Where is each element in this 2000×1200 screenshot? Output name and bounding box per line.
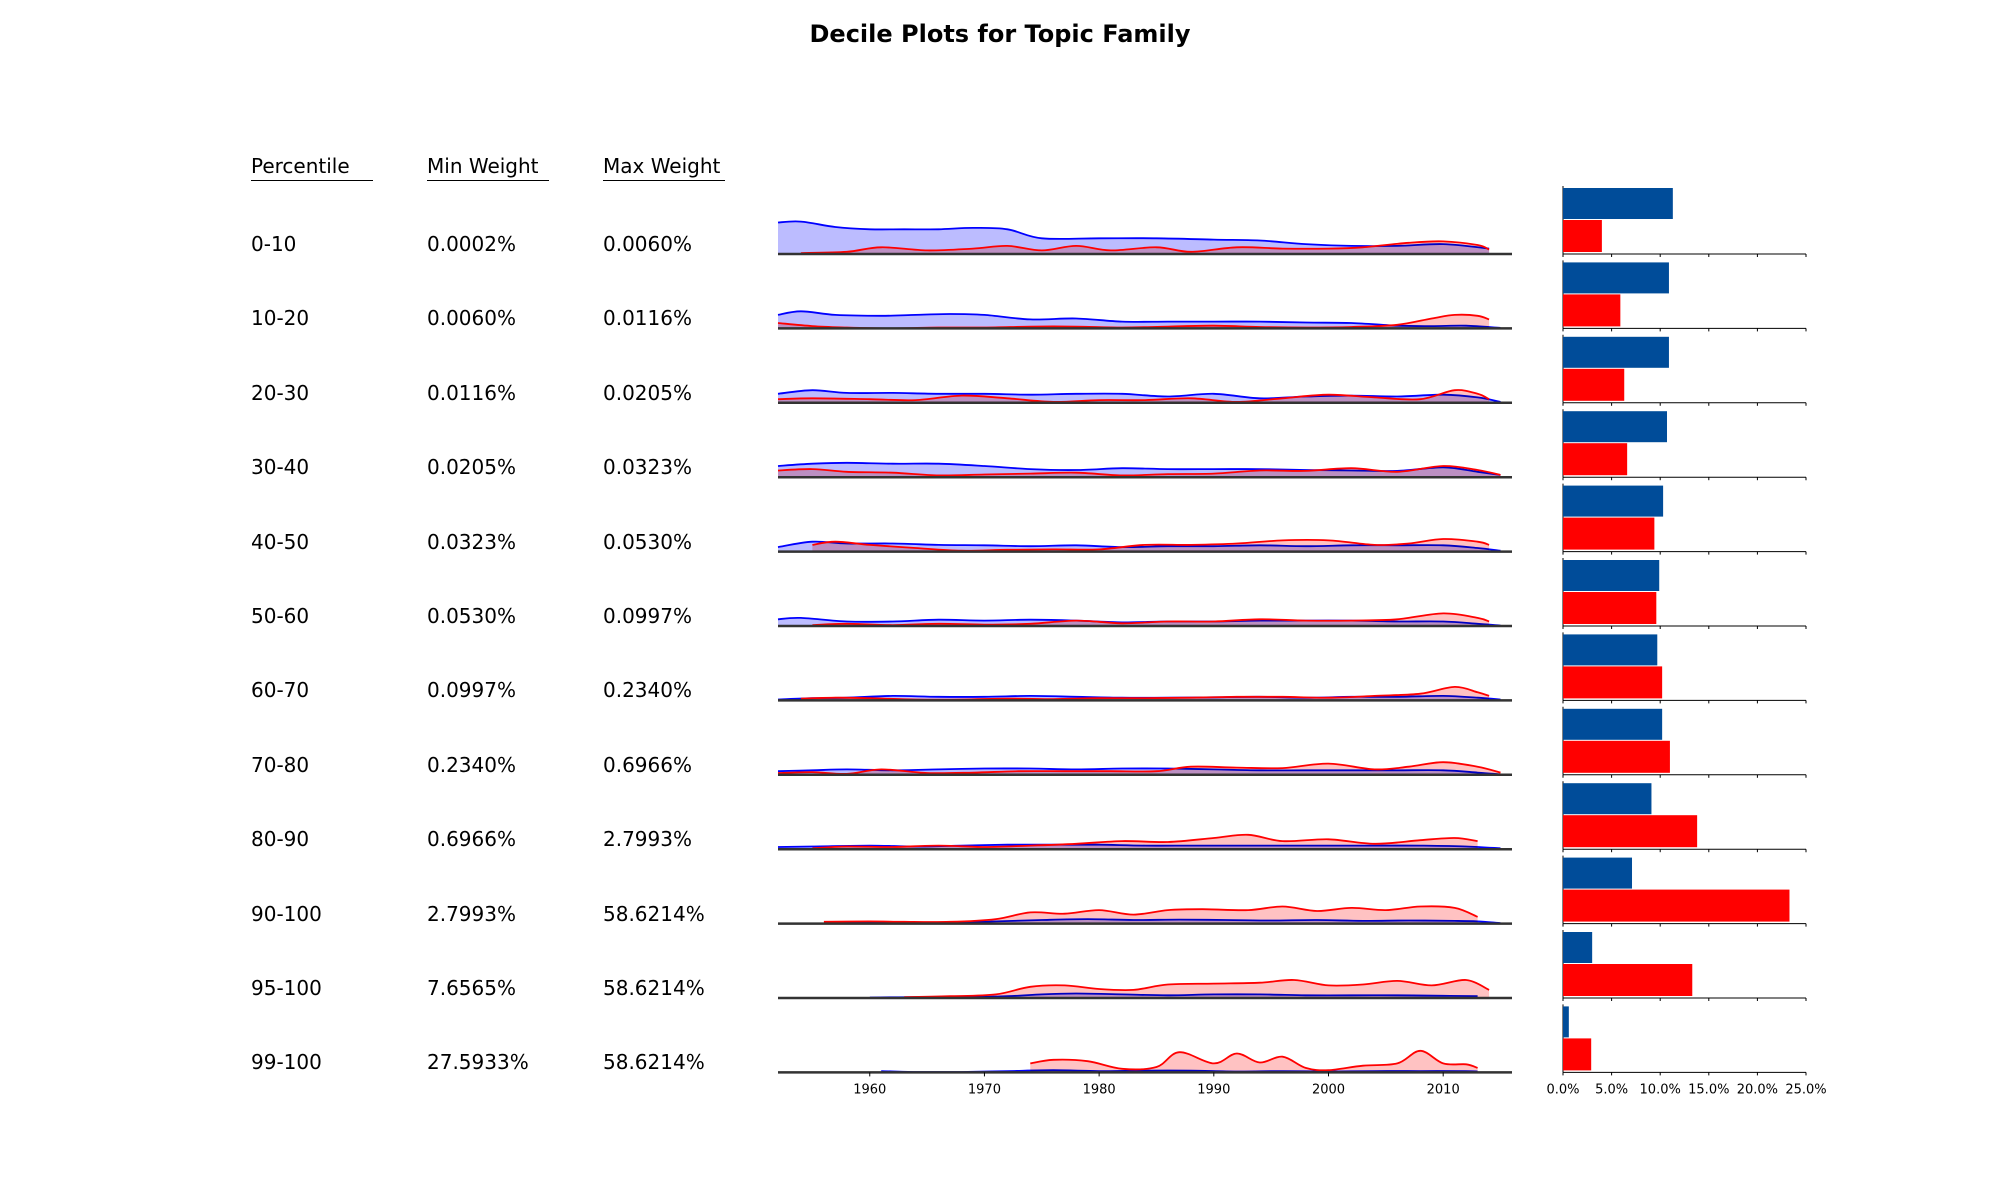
bar-red (1563, 889, 1790, 922)
bar-red (1563, 1038, 1592, 1071)
row-max-weight: 0.0116% (603, 306, 692, 331)
bar-blue (1563, 485, 1664, 517)
ridge-area-red (778, 762, 1501, 775)
bar-red (1563, 443, 1628, 476)
ridge-area-red (800, 241, 1490, 254)
bar-blue (1563, 188, 1673, 219)
header-min-weight: Min Weight (427, 154, 549, 181)
row-min-weight: 0.0116% (427, 380, 516, 405)
bar-tick-label: 20.0% (1737, 1082, 1778, 1097)
row-max-weight: 0.0997% (603, 604, 692, 628)
x-tick-label: 1970 (968, 1082, 1001, 1097)
row-min-weight: 2.7993% (427, 901, 516, 926)
ridge-area-red (904, 979, 1490, 998)
row-percentile: 50-60 (251, 604, 310, 628)
ridge-area-red (812, 613, 1490, 626)
row-max-weight: 58.6214% (603, 976, 705, 1000)
row-max-weight: 0.0323% (603, 455, 692, 480)
bar-red (1563, 294, 1621, 327)
row-max-weight: 0.0060% (603, 232, 692, 256)
bar-blue (1563, 857, 1633, 889)
row-max-weight: 0.0530% (603, 529, 692, 554)
ridge-area-blue (778, 311, 1501, 329)
bar-blue (1563, 932, 1593, 963)
row-min-weight: 0.2340% (427, 752, 516, 777)
page-title: Decile Plots for Topic Family (809, 20, 1191, 48)
bar-tick-label: 10.0% (1640, 1082, 1681, 1097)
bar-blue (1563, 262, 1669, 294)
row-min-weight: 0.0530% (427, 604, 516, 628)
row-percentile: 20-30 (251, 380, 310, 405)
bar-red (1563, 220, 1602, 252)
ridge-line-blue (777, 389, 1501, 403)
row-percentile: 95-100 (251, 976, 322, 1000)
row-percentile: 10-20 (251, 306, 310, 331)
bar-red (1563, 964, 1693, 996)
row-percentile: 60-70 (251, 678, 310, 703)
ridge-area-red (778, 314, 1490, 329)
ridge-line-red (812, 612, 1490, 627)
bar-blue (1563, 1006, 1569, 1038)
bar-red (1563, 517, 1655, 550)
row-min-weight: 27.5933% (427, 1050, 529, 1075)
row-percentile: 0-10 (251, 232, 297, 256)
row-max-weight: 0.2340% (603, 678, 692, 703)
row-percentile: 30-40 (251, 455, 310, 480)
bar-tick-label: 0.0% (1546, 1082, 1579, 1097)
row-min-weight: 0.0205% (427, 455, 516, 480)
bar-tick-label: 15.0% (1688, 1082, 1729, 1097)
row-max-weight: 58.6214% (603, 901, 705, 926)
bar-red (1563, 740, 1670, 773)
row-max-weight: 0.6966% (603, 752, 692, 777)
ridge-line-red (800, 240, 1490, 254)
row-percentile: 70-80 (251, 752, 310, 777)
bar-blue (1563, 634, 1658, 666)
row-max-weight: 58.6214% (603, 1050, 705, 1075)
row-percentile: 90-100 (251, 901, 322, 926)
row-min-weight: 7.6565% (427, 976, 516, 1000)
bar-blue (1563, 560, 1660, 591)
bar-tick-label: 25.0% (1785, 1082, 1826, 1097)
ridge-area-red (778, 390, 1490, 403)
ridge-line-red (777, 465, 1501, 477)
row-min-weight: 0.0323% (427, 529, 516, 554)
row-max-weight: 0.0205% (603, 380, 692, 405)
header-percentile: Percentile (251, 154, 373, 181)
x-tick-label: 1990 (1197, 1082, 1230, 1097)
bar-red (1563, 666, 1663, 699)
x-tick-label: 1960 (853, 1082, 886, 1097)
bar-blue (1563, 411, 1668, 443)
row-min-weight: 0.6966% (427, 827, 516, 852)
ridge-area-red (823, 906, 1478, 924)
x-tick-label: 1980 (1083, 1082, 1116, 1097)
row-min-weight: 0.0002% (427, 232, 516, 256)
x-tick-label: 2000 (1312, 1082, 1345, 1097)
ridge-line-red (777, 761, 1501, 775)
ridge-line-red (812, 538, 1490, 552)
bar-tick-label: 5.0% (1595, 1082, 1628, 1097)
bar-blue (1563, 336, 1669, 368)
row-percentile: 40-50 (251, 529, 310, 554)
bar-red (1563, 368, 1625, 401)
row-max-weight: 2.7993% (603, 827, 692, 852)
ridge-line-red (1030, 1049, 1478, 1072)
row-percentile: 80-90 (251, 827, 310, 852)
bar-blue (1563, 708, 1663, 740)
row-percentile: 99-100 (251, 1050, 322, 1075)
ridge-line-blue (777, 220, 1490, 250)
ridge-line-red (777, 389, 1490, 403)
ridge-line-red (823, 905, 1478, 923)
bar-blue (1563, 783, 1652, 815)
ridge-area-red (778, 465, 1501, 478)
bar-red (1563, 815, 1698, 848)
x-tick-label: 2010 (1427, 1082, 1460, 1097)
bar-red (1563, 592, 1657, 624)
header-max-weight: Max Weight (603, 154, 725, 181)
ridge-area-blue (778, 221, 1490, 254)
row-min-weight: 0.0060% (427, 306, 516, 331)
ridge-line-red (904, 979, 1490, 998)
row-min-weight: 0.0997% (427, 678, 516, 703)
ridge-line-red (812, 833, 1478, 850)
